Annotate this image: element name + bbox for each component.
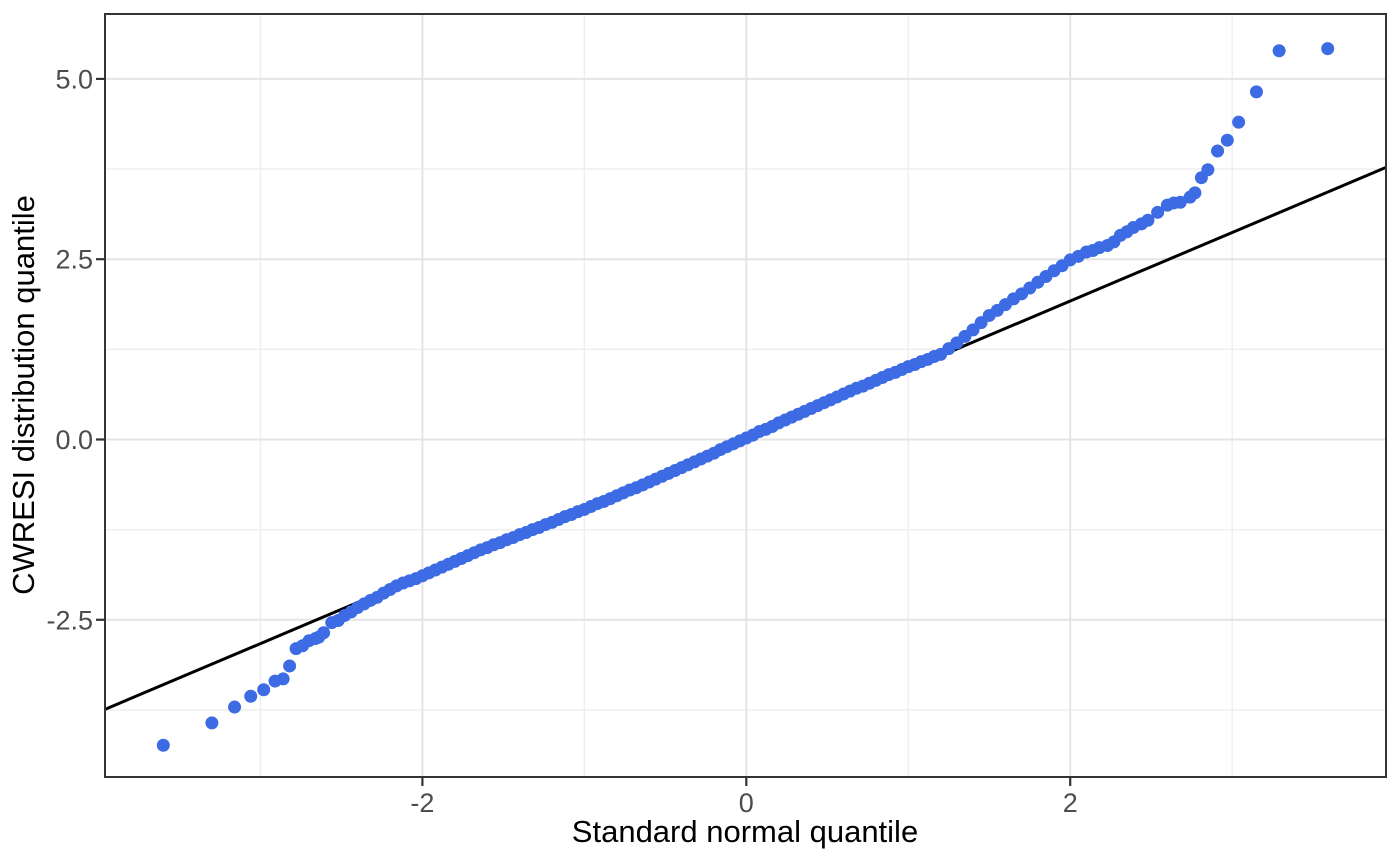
data-point — [1201, 163, 1215, 177]
data-point — [1272, 44, 1286, 58]
data-point — [1220, 133, 1234, 147]
gridlines-major — [105, 14, 1386, 777]
data-point — [1188, 186, 1202, 200]
y-tick-label: 0.0 — [55, 425, 93, 455]
data-point — [1249, 85, 1263, 99]
data-point — [276, 672, 290, 686]
data-point — [1151, 205, 1165, 219]
data-point — [283, 659, 297, 673]
axis-tick-marks — [96, 77, 1072, 786]
y-tick-label: 5.0 — [55, 64, 93, 94]
data-points-group — [156, 42, 1335, 752]
x-axis-title: Standard normal quantile — [572, 814, 918, 849]
data-point — [1321, 42, 1335, 56]
data-point — [1173, 195, 1187, 209]
x-tick-label: 2 — [1063, 788, 1078, 818]
axis-tick-labels: -2 0 2 5.0 2.5 0.0 -2.5 — [46, 64, 1077, 818]
data-point — [257, 683, 271, 697]
data-point — [1141, 213, 1155, 227]
panel-border — [104, 13, 1387, 778]
data-point — [205, 716, 219, 730]
data-point — [317, 626, 331, 640]
y-tick-label: -2.5 — [46, 605, 93, 635]
data-point — [1232, 115, 1246, 129]
data-point — [228, 700, 242, 714]
y-tick-label: 2.5 — [55, 245, 93, 275]
data-point — [1211, 144, 1225, 158]
data-point — [244, 689, 258, 703]
y-axis-title: CWRESI distribution quantile — [6, 195, 41, 595]
data-point — [156, 738, 170, 752]
x-tick-label: 0 — [739, 788, 754, 818]
x-tick-label: -2 — [410, 788, 434, 818]
